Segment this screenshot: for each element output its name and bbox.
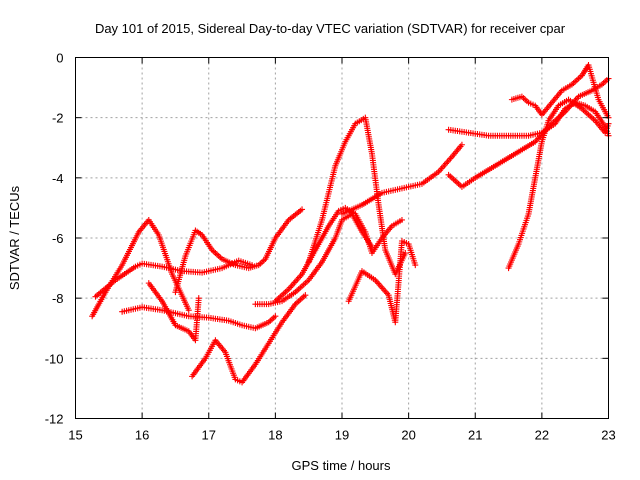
plot-frame	[75, 57, 609, 419]
series-14	[508, 62, 612, 121]
y-tick-label: 0	[56, 51, 63, 66]
series-markers	[145, 280, 202, 344]
x-tick-label: 22	[535, 428, 549, 443]
grid-lines	[75, 57, 609, 419]
series-markers	[89, 216, 192, 320]
series-trace	[508, 98, 610, 269]
series-markers	[119, 304, 279, 332]
chart-title: Day 101 of 2015, Sidereal Day-to-day VTE…	[95, 21, 566, 36]
x-tick-label: 16	[135, 428, 149, 443]
x-tick-label: 23	[601, 428, 615, 443]
x-tick-label: 18	[268, 428, 282, 443]
y-tick-label: -8	[52, 291, 64, 306]
y-tick-label: -10	[45, 351, 64, 366]
series-markers	[305, 114, 409, 278]
data-series	[89, 62, 612, 386]
y-tick-label: -12	[45, 412, 64, 427]
axes: 15 16 17 18 19 20 21 22 23 0 -2 -4 -6 -8 -10 -12	[45, 51, 616, 443]
series-3	[119, 304, 279, 332]
series-6	[189, 292, 309, 386]
series-2	[92, 257, 256, 300]
x-tick-label: 17	[202, 428, 216, 443]
series-1	[89, 216, 192, 320]
y-tick-label: -2	[52, 111, 64, 126]
series-15	[505, 96, 612, 272]
x-tick-label: 21	[468, 428, 482, 443]
x-axis-label: GPS time / hours	[292, 458, 391, 473]
series-7	[252, 210, 375, 308]
series-trace	[174, 208, 303, 293]
y-tick-label: -6	[52, 231, 64, 246]
series-markers	[252, 210, 375, 308]
series-5	[172, 206, 306, 296]
y-tick-label: -4	[52, 171, 64, 186]
series-markers	[92, 257, 256, 300]
x-tick-label: 20	[401, 428, 415, 443]
series-4	[145, 280, 202, 344]
series-markers	[172, 206, 306, 296]
series-11	[339, 141, 465, 217]
series-markers	[345, 238, 419, 326]
series-markers	[505, 96, 612, 272]
series-markers	[189, 292, 309, 386]
series-10	[345, 238, 419, 326]
series-9	[305, 114, 409, 278]
series-trace	[308, 116, 406, 276]
x-tick-label: 15	[68, 428, 82, 443]
series-markers	[339, 141, 465, 217]
y-axis-label: SDTVAR / TECUs	[7, 185, 22, 290]
x-tick-label: 19	[335, 428, 349, 443]
series-markers	[508, 62, 612, 121]
